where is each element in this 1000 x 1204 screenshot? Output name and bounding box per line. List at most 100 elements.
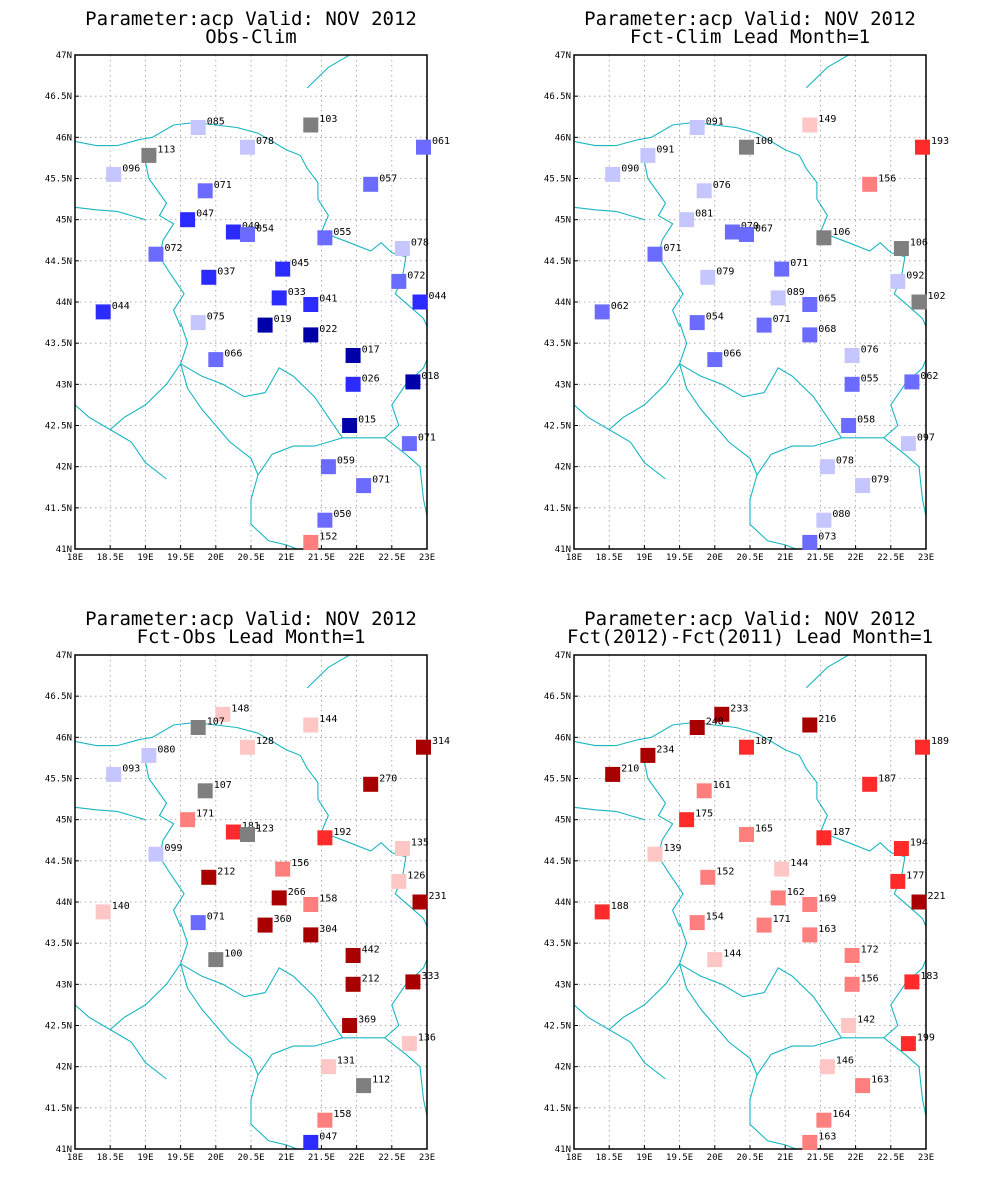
border-line [306, 655, 364, 689]
station-value-label: 212 [362, 973, 380, 984]
station-value-label: 193 [931, 136, 949, 147]
station-value-label: 164 [832, 1109, 850, 1120]
station-value-label: 022 [319, 324, 337, 335]
lat-tick-label: 41N [56, 545, 72, 555]
station-marker [275, 861, 291, 877]
lon-tick-label: 18.5E [596, 1153, 623, 1163]
lon-tick-label: 22E [348, 1153, 364, 1163]
station-marker [855, 478, 871, 494]
station-marker [679, 812, 695, 828]
lon-tick-label: 18.5E [97, 1153, 124, 1163]
station-value-label: 139 [664, 843, 682, 854]
station-value-label: 047 [319, 1131, 337, 1142]
station-marker [594, 304, 610, 320]
station-marker [816, 830, 832, 846]
lat-tick-label: 41.5N [45, 504, 72, 514]
station-value-label: 199 [917, 1033, 935, 1044]
station-marker [197, 783, 213, 799]
station-value-label: 187 [832, 827, 850, 838]
lat-tick-label: 42.5N [45, 422, 72, 432]
lon-tick-label: 20E [707, 1153, 723, 1163]
lon-tick-label: 21.5E [308, 1153, 335, 1163]
lon-tick-label: 19E [636, 1153, 652, 1163]
station-marker [900, 436, 916, 452]
lon-tick-label: 18E [67, 553, 83, 563]
station-marker [363, 176, 379, 192]
station-value-label: 140 [112, 901, 130, 912]
station-value-label: 360 [274, 914, 292, 925]
station-value-label: 099 [165, 843, 183, 854]
station-marker [345, 348, 361, 363]
station-marker [363, 776, 379, 792]
lat-tick-label: 43N [56, 980, 72, 990]
border-line [643, 761, 684, 927]
lat-tick-label: 41.5N [544, 1104, 571, 1114]
station-value-label: 154 [706, 912, 724, 923]
station-value-label: 144 [319, 714, 337, 725]
border-line [306, 55, 364, 89]
station-marker [345, 376, 361, 392]
station-marker [317, 1112, 333, 1128]
station-marker [739, 227, 754, 242]
lon-tick-label: 21.5E [308, 553, 335, 563]
lon-tick-label: 23E [419, 1153, 435, 1163]
station-marker [890, 873, 906, 889]
station-marker [345, 976, 361, 992]
lat-tick-label: 41N [56, 1145, 72, 1155]
station-value-label: 165 [755, 824, 773, 835]
station-value-label: 270 [379, 773, 397, 784]
station-marker [647, 246, 663, 262]
lon-tick-label: 21E [278, 1153, 294, 1163]
station-marker [841, 418, 857, 433]
station-value-label: 231 [429, 891, 447, 902]
lon-tick-label: 22E [348, 553, 364, 563]
station-marker [303, 897, 319, 912]
lat-tick-label: 45.5N [544, 175, 571, 185]
country-borders [574, 55, 926, 549]
station-marker [707, 952, 723, 968]
station-marker [893, 241, 909, 256]
station-value-label: 059 [337, 456, 355, 467]
station-marker [816, 230, 832, 246]
station-marker [412, 894, 428, 910]
lat-tick-label: 45N [555, 216, 571, 226]
station-marker [605, 766, 621, 782]
station-value-label: 066 [224, 349, 242, 360]
station-marker [342, 418, 358, 433]
station-value-label: 266 [288, 887, 306, 898]
border-line [384, 1037, 427, 1117]
border-line [257, 437, 385, 476]
border-line [883, 959, 926, 1039]
station-marker [802, 117, 818, 133]
station-marker [240, 827, 255, 842]
border-line [257, 1037, 385, 1076]
station-value-label: 093 [122, 763, 140, 774]
station-marker [700, 869, 716, 885]
station-value-label: 017 [362, 345, 380, 356]
station-value-label: 078 [411, 238, 429, 249]
station-value-label: 156 [291, 858, 309, 869]
border-line [144, 761, 185, 927]
border-line [75, 404, 167, 480]
station-marker [317, 230, 333, 246]
station-value-label: 171 [196, 809, 214, 820]
station-value-label: 128 [256, 736, 274, 747]
station-value-label: 107 [214, 780, 232, 791]
lat-tick-label: 44.5N [45, 857, 72, 867]
map-panel-4: Parameter:acp Valid: NOV 2012Fct(2012)-F… [544, 608, 949, 1163]
station-value-label: 233 [730, 703, 748, 714]
lat-tick-label: 42N [555, 463, 571, 473]
station-value-label: 103 [319, 114, 337, 125]
lat-tick-label: 45N [56, 816, 72, 826]
station-value-label: 126 [407, 870, 425, 881]
station-marker [819, 1059, 835, 1075]
station-value-label: 045 [291, 258, 309, 269]
station-marker [756, 917, 772, 933]
station-marker [95, 904, 111, 920]
station-value-label: 183 [920, 971, 938, 982]
panel-title: Parameter:acp Valid: NOV 2012 [584, 8, 916, 30]
station-value-label: 100 [755, 136, 773, 147]
station-marker [416, 139, 431, 155]
lat-tick-label: 42.5N [544, 422, 571, 432]
